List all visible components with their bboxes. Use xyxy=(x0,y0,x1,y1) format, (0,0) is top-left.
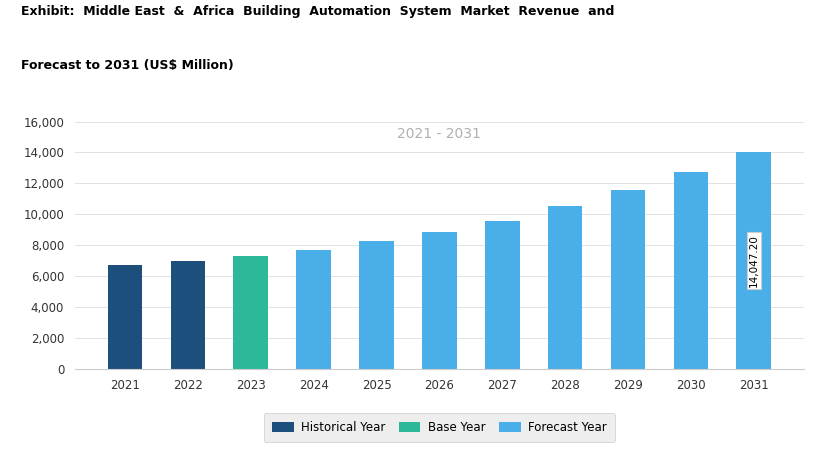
Text: Exhibit:  Middle East  &  Africa  Building  Automation  System  Market  Revenue : Exhibit: Middle East & Africa Building A… xyxy=(21,4,614,18)
Bar xyxy=(672,172,707,369)
Bar xyxy=(547,206,582,369)
Text: Forecast to 2031 (US$ Million): Forecast to 2031 (US$ Million) xyxy=(21,58,233,72)
Bar xyxy=(610,189,644,369)
Legend: Historical Year, Base Year, Forecast Year: Historical Year, Base Year, Forecast Yea… xyxy=(264,413,614,442)
Bar xyxy=(296,250,330,369)
Bar xyxy=(484,220,519,369)
Bar xyxy=(233,256,267,369)
Text: 14,047.20: 14,047.20 xyxy=(748,234,758,287)
Bar xyxy=(108,266,142,369)
Bar xyxy=(735,152,770,369)
Bar xyxy=(171,261,205,369)
Bar xyxy=(421,232,456,369)
Bar xyxy=(359,241,393,369)
Text: 2021 - 2031: 2021 - 2031 xyxy=(397,127,481,141)
